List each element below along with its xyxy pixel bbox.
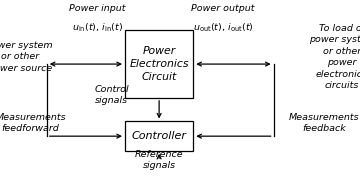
Text: $u_{\rm out}(t),\,i_{\rm out}(t)$: $u_{\rm out}(t),\,i_{\rm out}(t)$ <box>193 21 253 34</box>
Text: Power input: Power input <box>69 4 125 14</box>
Text: Controller: Controller <box>132 131 186 141</box>
Text: Power output: Power output <box>192 4 255 14</box>
FancyBboxPatch shape <box>125 121 193 151</box>
Text: Control
signals: Control signals <box>94 85 129 105</box>
Text: Reference
signals: Reference signals <box>135 150 184 170</box>
Text: Power
Electronics
Circuit: Power Electronics Circuit <box>129 46 189 82</box>
Text: Measurements
feedforward: Measurements feedforward <box>0 113 66 133</box>
Text: $u_{\rm in}(t),\,i_{\rm in}(t)$: $u_{\rm in}(t),\,i_{\rm in}(t)$ <box>72 21 123 34</box>
Text: Power system
or other
power source: Power system or other power source <box>0 41 53 73</box>
Text: Measurements
feedback: Measurements feedback <box>289 113 359 133</box>
Text: To load or
power system
or other
power
electronics
circuits: To load or power system or other power e… <box>309 24 360 90</box>
FancyBboxPatch shape <box>125 30 193 98</box>
